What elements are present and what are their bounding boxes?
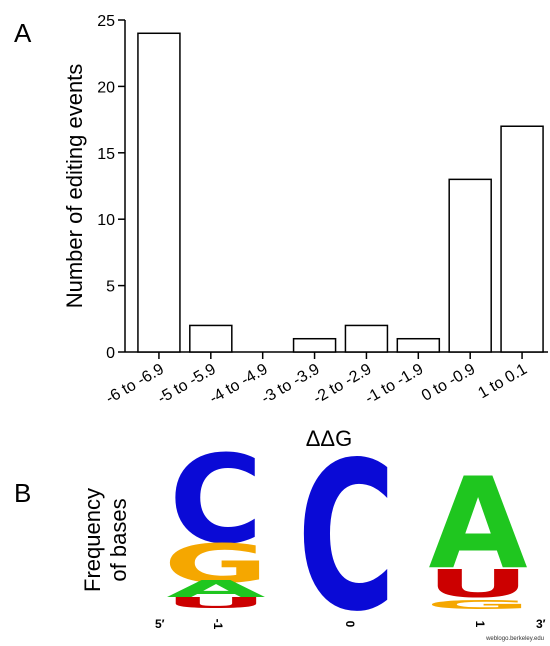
bar [189, 324, 233, 353]
logo-letter-A: A [166, 576, 265, 603]
x-tick-label: -1 to -1.9 [362, 361, 426, 408]
logo-column-0: C [297, 418, 396, 646]
bar [292, 337, 337, 353]
logo-pos-5prime: 5′ [155, 617, 165, 631]
x-tick-label: -6 to -6.9 [103, 361, 167, 408]
logo-letter-G: G [425, 597, 530, 612]
bar [396, 337, 441, 353]
logo-letter-C: C [297, 418, 396, 646]
logo-letter-C: C [169, 430, 263, 571]
sequence-logo: Frequency of bases C G A U C A U G 5′ -1… [80, 418, 546, 646]
logo-letter-A: A [428, 450, 527, 596]
y-tick-label: 10 [97, 212, 115, 229]
x-tick-label: -5 to -5.9 [155, 361, 219, 408]
x-tick-label: -4 to -4.9 [207, 361, 271, 408]
x-axis-title: ΔΔG [306, 426, 353, 451]
bar-chart: 0 5 10 15 20 25 -6 to -6.9-5 to -5.9-4 to -4.… [62, 13, 548, 451]
panel-a-label: A [14, 18, 32, 48]
logo-letter-U: U [426, 562, 530, 607]
x-tick-label: -2 to -2.9 [310, 361, 374, 408]
logo-letter-U: U [164, 594, 268, 612]
logo-ylabel-line2: of bases [106, 498, 131, 581]
bar [500, 125, 544, 353]
bars [137, 32, 544, 353]
x-tick-label: 0 to -0.9 [419, 361, 478, 405]
x-tick-label: -3 to -3.9 [259, 361, 323, 408]
y-tick-label: 25 [97, 13, 115, 30]
y-tick-label: 15 [97, 146, 115, 163]
y-axis-title: Number of editing events [62, 64, 87, 309]
y-tick-label: 5 [106, 279, 115, 296]
logo-credit: weblogo.berkeley.edu [485, 636, 544, 642]
logo-pos-0: 0 [343, 621, 357, 628]
bar [344, 324, 389, 353]
y-tick-label: 0 [106, 345, 115, 362]
panel-b-label: B [14, 478, 31, 508]
logo-ylabel-line1: Frequency [80, 488, 105, 592]
logo-pos-minus1: -1 [211, 619, 225, 630]
logo-column-minus1: C G A U [163, 430, 268, 612]
logo-column-1: A U G [425, 450, 530, 612]
logo-letter-G: G [163, 533, 268, 595]
x-tick-label: 1 to 0.1 [475, 361, 530, 402]
bar [448, 178, 492, 353]
bar [137, 32, 181, 353]
logo-pos-3prime: 3′ [536, 617, 546, 631]
logo-pos-1: 1 [473, 621, 487, 628]
x-ticks: -6 to -6.9-5 to -5.9-4 to -4.9-3 to -3.9… [103, 352, 530, 407]
y-ticks: 0 5 10 15 20 25 [97, 13, 125, 362]
y-tick-label: 20 [97, 79, 115, 96]
